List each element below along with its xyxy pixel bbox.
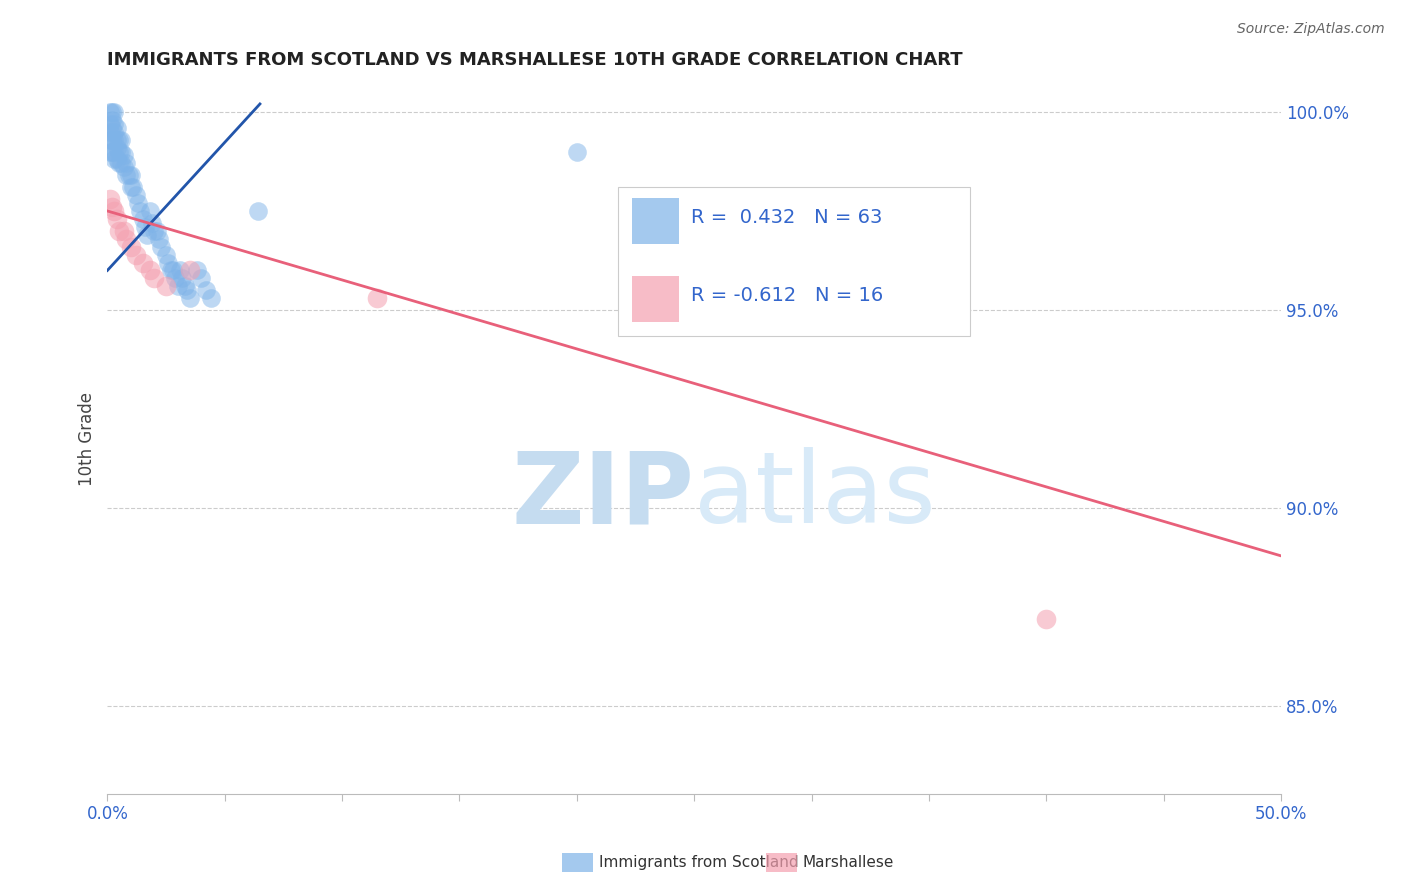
Point: [1035, 612, 1057, 626]
Point: [145, 224, 167, 238]
Point: [108, 156, 131, 170]
Point: [101, 120, 124, 135]
Point: [110, 133, 132, 147]
Point: [179, 263, 201, 277]
Point: [98, 104, 121, 119]
Y-axis label: 10th Grade: 10th Grade: [79, 392, 96, 486]
Point: [176, 283, 198, 297]
Point: [565, 145, 588, 159]
Point: [120, 240, 142, 254]
Point: [122, 180, 145, 194]
Point: [172, 271, 194, 285]
Point: [200, 291, 222, 305]
Point: [105, 120, 128, 135]
Point: [150, 240, 173, 254]
Point: [105, 140, 128, 154]
Point: [120, 169, 142, 183]
Point: [194, 283, 217, 297]
Text: ZIP: ZIP: [512, 447, 695, 544]
Point: [141, 216, 163, 230]
Point: [127, 196, 149, 211]
Point: [124, 247, 146, 261]
Point: [105, 153, 128, 167]
Point: [136, 227, 159, 242]
Text: Marshallese: Marshallese: [803, 855, 894, 870]
Bar: [631, 276, 679, 322]
Point: [110, 156, 132, 170]
Point: [366, 291, 388, 305]
Point: [115, 169, 138, 183]
Point: [101, 133, 124, 147]
Point: [101, 112, 124, 127]
Point: [103, 104, 125, 119]
Point: [103, 117, 125, 131]
Point: [103, 204, 125, 219]
Point: [138, 263, 160, 277]
Point: [134, 219, 156, 234]
Point: [110, 145, 132, 159]
Point: [117, 169, 139, 183]
Point: [98, 192, 121, 206]
Point: [105, 211, 128, 226]
Point: [108, 133, 131, 147]
Point: [162, 263, 184, 277]
Point: [105, 133, 128, 147]
Point: [246, 204, 269, 219]
Text: R = -0.612   N = 16: R = -0.612 N = 16: [690, 286, 883, 305]
Point: [148, 232, 170, 246]
Point: [112, 148, 135, 162]
Text: Source: ZipAtlas.com: Source: ZipAtlas.com: [1237, 22, 1385, 37]
Bar: [631, 198, 679, 244]
Point: [143, 271, 166, 285]
Point: [159, 263, 181, 277]
Point: [129, 204, 152, 219]
Point: [166, 279, 188, 293]
Point: [169, 263, 191, 277]
Point: [98, 133, 121, 147]
Point: [108, 145, 131, 159]
Point: [101, 104, 124, 119]
Point: [112, 161, 135, 175]
Point: [103, 133, 125, 147]
Point: [190, 271, 212, 285]
Point: [101, 200, 124, 214]
Point: [131, 211, 153, 226]
Point: [103, 125, 125, 139]
Point: [101, 145, 124, 159]
Point: [155, 279, 177, 293]
Point: [179, 291, 201, 305]
Point: [112, 224, 135, 238]
Point: [98, 117, 121, 131]
Point: [98, 125, 121, 139]
Point: [98, 145, 121, 159]
Text: IMMIGRANTS FROM SCOTLAND VS MARSHALLESE 10TH GRADE CORRELATION CHART: IMMIGRANTS FROM SCOTLAND VS MARSHALLESE …: [107, 51, 963, 69]
Point: [143, 224, 166, 238]
Point: [103, 153, 125, 167]
Point: [173, 279, 195, 293]
Point: [124, 188, 146, 202]
Text: atlas: atlas: [695, 447, 936, 544]
Point: [115, 232, 138, 246]
Point: [165, 271, 187, 285]
Point: [131, 255, 153, 269]
Point: [138, 204, 160, 219]
Point: [157, 255, 180, 269]
Point: [108, 224, 131, 238]
Text: R =  0.432   N = 63: R = 0.432 N = 63: [690, 208, 882, 227]
Point: [103, 145, 125, 159]
Text: Immigrants from Scotland: Immigrants from Scotland: [599, 855, 799, 870]
FancyBboxPatch shape: [617, 187, 970, 336]
Point: [115, 156, 138, 170]
Point: [120, 180, 142, 194]
Point: [186, 263, 208, 277]
Point: [155, 247, 177, 261]
